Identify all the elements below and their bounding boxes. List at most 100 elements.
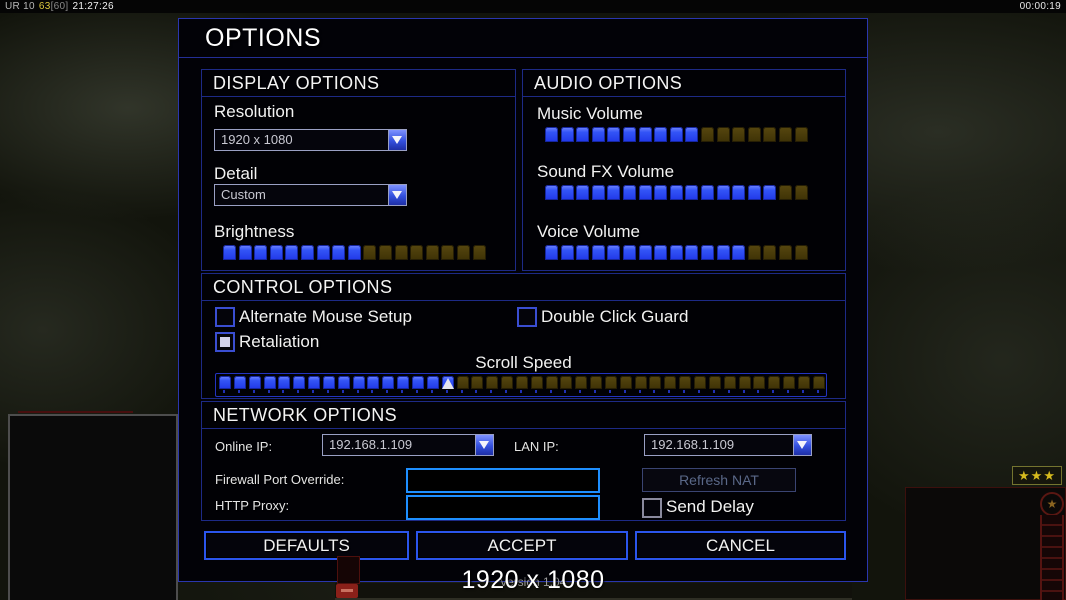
slider-block[interactable] (501, 376, 514, 393)
online-ip-dropdown-arrow-icon[interactable] (475, 435, 493, 455)
slider-block[interactable] (763, 127, 777, 142)
detail-dropdown[interactable]: Custom (214, 184, 407, 206)
slider-block[interactable] (347, 245, 361, 260)
slider-block[interactable] (316, 245, 330, 260)
slider-block[interactable] (219, 376, 231, 393)
slider-block[interactable] (337, 376, 350, 393)
slider-block[interactable] (322, 376, 335, 393)
slider-block[interactable] (397, 376, 410, 393)
slider-block[interactable] (797, 376, 810, 393)
slider-block[interactable] (545, 185, 558, 200)
slider-block[interactable] (738, 376, 751, 393)
slider-block[interactable] (812, 376, 825, 393)
slider-block[interactable] (716, 245, 730, 260)
slider-block[interactable] (654, 245, 668, 260)
slider-block[interactable] (591, 245, 605, 260)
slider-block[interactable] (753, 376, 766, 393)
slider-block[interactable] (732, 245, 746, 260)
slider-block[interactable] (794, 245, 808, 260)
slider-block[interactable] (638, 127, 652, 142)
slider-block[interactable] (768, 376, 781, 393)
slider-block[interactable] (685, 245, 699, 260)
slider-block[interactable] (619, 376, 632, 393)
slider-block[interactable] (694, 376, 706, 393)
slider-block[interactable] (576, 185, 590, 200)
double-click-guard-checkbox[interactable] (517, 307, 537, 327)
lan-ip-dropdown-arrow-icon[interactable] (793, 435, 811, 455)
resolution-dropdown[interactable]: 1920 x 1080 (214, 129, 407, 151)
slider-block[interactable] (638, 245, 652, 260)
slider-block[interactable] (363, 245, 377, 260)
slider-block[interactable] (700, 127, 714, 142)
slider-block[interactable] (622, 245, 636, 260)
cancel-button[interactable]: CANCEL (635, 531, 846, 560)
slider-block[interactable] (778, 127, 792, 142)
slider-block[interactable] (664, 376, 677, 393)
slider-block[interactable] (654, 185, 668, 200)
slider-block[interactable] (700, 185, 714, 200)
slider-block[interactable] (308, 376, 321, 393)
slider-block[interactable] (654, 127, 668, 142)
slider-block[interactable] (747, 127, 761, 142)
slider-block[interactable] (472, 245, 486, 260)
slider-block[interactable] (622, 127, 636, 142)
slider-block[interactable] (378, 245, 392, 260)
slider-block[interactable] (530, 376, 543, 393)
slider-block[interactable] (778, 185, 792, 200)
slider-block[interactable] (634, 376, 647, 393)
firewall-port-input[interactable] (406, 468, 600, 493)
slider-block[interactable] (700, 245, 714, 260)
slider-block[interactable] (763, 245, 777, 260)
slider-block[interactable] (649, 376, 662, 393)
music-volume-slider[interactable] (545, 127, 808, 142)
slider-block[interactable] (560, 376, 573, 393)
slider-block[interactable] (576, 245, 590, 260)
slider-block[interactable] (545, 376, 558, 393)
slider-block[interactable] (545, 127, 558, 142)
slider-block[interactable] (669, 245, 683, 260)
slider-block[interactable] (471, 376, 484, 393)
slider-block[interactable] (515, 376, 528, 393)
slider-block[interactable] (732, 185, 746, 200)
slider-block[interactable] (263, 376, 276, 393)
slider-block[interactable] (685, 127, 699, 142)
slider-block[interactable] (591, 127, 605, 142)
slider-block[interactable] (441, 245, 455, 260)
slider-block[interactable] (441, 376, 454, 393)
send-delay-checkbox[interactable] (642, 498, 662, 518)
retaliation-checkbox[interactable] (215, 332, 235, 352)
slider-block[interactable] (425, 245, 439, 260)
slider-block[interactable] (591, 185, 605, 200)
slider-block[interactable] (794, 127, 808, 142)
slider-block[interactable] (293, 376, 306, 393)
slider-block[interactable] (352, 376, 365, 393)
slider-block[interactable] (708, 376, 721, 393)
slider-block[interactable] (747, 245, 761, 260)
slider-block[interactable] (545, 245, 558, 260)
slider-block[interactable] (747, 185, 761, 200)
scroll-speed-slider[interactable] (215, 373, 827, 397)
slider-block[interactable] (716, 185, 730, 200)
slider-block[interactable] (248, 376, 261, 393)
slider-block[interactable] (575, 376, 588, 393)
http-proxy-input[interactable] (406, 495, 600, 520)
slider-block[interactable] (622, 185, 636, 200)
slider-block[interactable] (456, 245, 470, 260)
slider-block[interactable] (486, 376, 499, 393)
slider-block[interactable] (269, 245, 283, 260)
defaults-button[interactable]: DEFAULTS (204, 531, 409, 560)
slider-block[interactable] (607, 245, 621, 260)
slider-block[interactable] (679, 376, 692, 393)
detail-dropdown-arrow-icon[interactable] (388, 185, 406, 205)
slider-block[interactable] (238, 245, 252, 260)
slider-block[interactable] (763, 185, 777, 200)
slider-block[interactable] (638, 185, 652, 200)
slider-block[interactable] (456, 376, 469, 393)
slider-block[interactable] (783, 376, 796, 393)
slider-block[interactable] (411, 376, 424, 393)
lan-ip-dropdown[interactable]: 192.168.1.109 (644, 434, 812, 456)
slider-block[interactable] (560, 245, 574, 260)
slider-block[interactable] (778, 245, 792, 260)
brightness-slider[interactable] (223, 245, 486, 260)
slider-block[interactable] (560, 185, 574, 200)
